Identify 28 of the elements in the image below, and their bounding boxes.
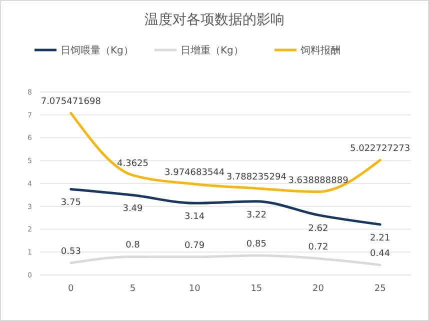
x-tick-label: 20 xyxy=(312,284,324,294)
legend-label: 日饲喂量（Kg） xyxy=(60,46,134,56)
data-label: 2.62 xyxy=(308,224,328,234)
x-tick-label: 25 xyxy=(374,284,386,294)
data-label: 0.44 xyxy=(370,248,390,259)
data-label: 3.974683544 xyxy=(164,168,225,178)
data-label: 0.72 xyxy=(308,242,328,253)
data-label: 2.21 xyxy=(370,233,390,244)
data-label: 3.788235294 xyxy=(226,172,287,182)
legend-label: 饲料报酬 xyxy=(300,44,340,56)
data-label: 0.85 xyxy=(246,240,266,250)
data-label: 3.22 xyxy=(246,210,266,220)
data-label: 3.14 xyxy=(184,212,205,222)
x-tick-label: 10 xyxy=(188,284,201,294)
data-label: 3.49 xyxy=(122,204,144,214)
data-label: 0.79 xyxy=(184,240,205,251)
x-tick-label: 15 xyxy=(250,284,262,294)
data-label: 0.8 xyxy=(126,240,140,251)
data-label: 4.3625 xyxy=(117,159,148,170)
x-tick-label: 5 xyxy=(130,284,136,294)
data-label: 5.022727273 xyxy=(350,144,410,154)
data-label: 3.75 xyxy=(60,198,81,208)
chart-title: 温度对各项数据的影响 xyxy=(144,12,284,28)
legend-label: 日增重（Kg） xyxy=(180,44,244,56)
data-label: 0.53 xyxy=(60,246,81,257)
data-label: 3.638888889 xyxy=(288,176,349,186)
x-tick-label: 0 xyxy=(68,284,74,294)
data-label: 7.075471698 xyxy=(40,97,102,108)
